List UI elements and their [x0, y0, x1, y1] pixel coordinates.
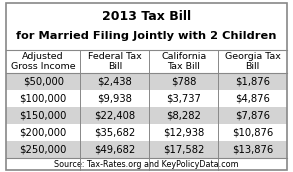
Text: $49,682: $49,682	[94, 144, 135, 154]
Text: 2013 Tax Bill: 2013 Tax Bill	[102, 10, 191, 23]
Text: $1,876: $1,876	[235, 76, 270, 86]
Bar	[6, 3, 287, 50]
Text: $100,000: $100,000	[20, 93, 67, 103]
Text: Georgia Tax
Bill: Georgia Tax Bill	[225, 52, 281, 71]
Text: $7,876: $7,876	[235, 110, 270, 120]
Text: $250,000: $250,000	[19, 144, 67, 154]
Text: $4,876: $4,876	[235, 93, 270, 103]
Bar	[6, 50, 287, 73]
Text: $200,000: $200,000	[20, 127, 67, 137]
Bar	[6, 107, 287, 124]
Text: $9,938: $9,938	[97, 93, 132, 103]
Text: Federal Tax
Bill: Federal Tax Bill	[88, 52, 142, 71]
Text: $12,938: $12,938	[163, 127, 205, 137]
Text: California
Tax Bill: California Tax Bill	[161, 52, 206, 71]
Bar	[6, 141, 287, 158]
Bar	[6, 124, 287, 141]
Text: Adjusted
Gross Income: Adjusted Gross Income	[11, 52, 75, 71]
Text: $17,582: $17,582	[163, 144, 205, 154]
Text: $10,876: $10,876	[232, 127, 273, 137]
Text: $22,408: $22,408	[94, 110, 135, 120]
Text: $150,000: $150,000	[19, 110, 67, 120]
Text: $13,876: $13,876	[232, 144, 273, 154]
Text: $3,737: $3,737	[166, 93, 201, 103]
Text: $50,000: $50,000	[23, 76, 64, 86]
Text: for Married Filing Jointly with 2 Children: for Married Filing Jointly with 2 Childr…	[16, 31, 277, 41]
Text: $2,438: $2,438	[98, 76, 132, 86]
Bar	[6, 73, 287, 90]
Text: $788: $788	[171, 76, 197, 86]
Text: $35,682: $35,682	[94, 127, 135, 137]
Bar	[6, 158, 287, 170]
Text: Source: Tax-Rates.org and KeyPolicyData.com: Source: Tax-Rates.org and KeyPolicyData.…	[54, 160, 239, 169]
Bar	[6, 90, 287, 107]
Text: $8,282: $8,282	[166, 110, 201, 120]
